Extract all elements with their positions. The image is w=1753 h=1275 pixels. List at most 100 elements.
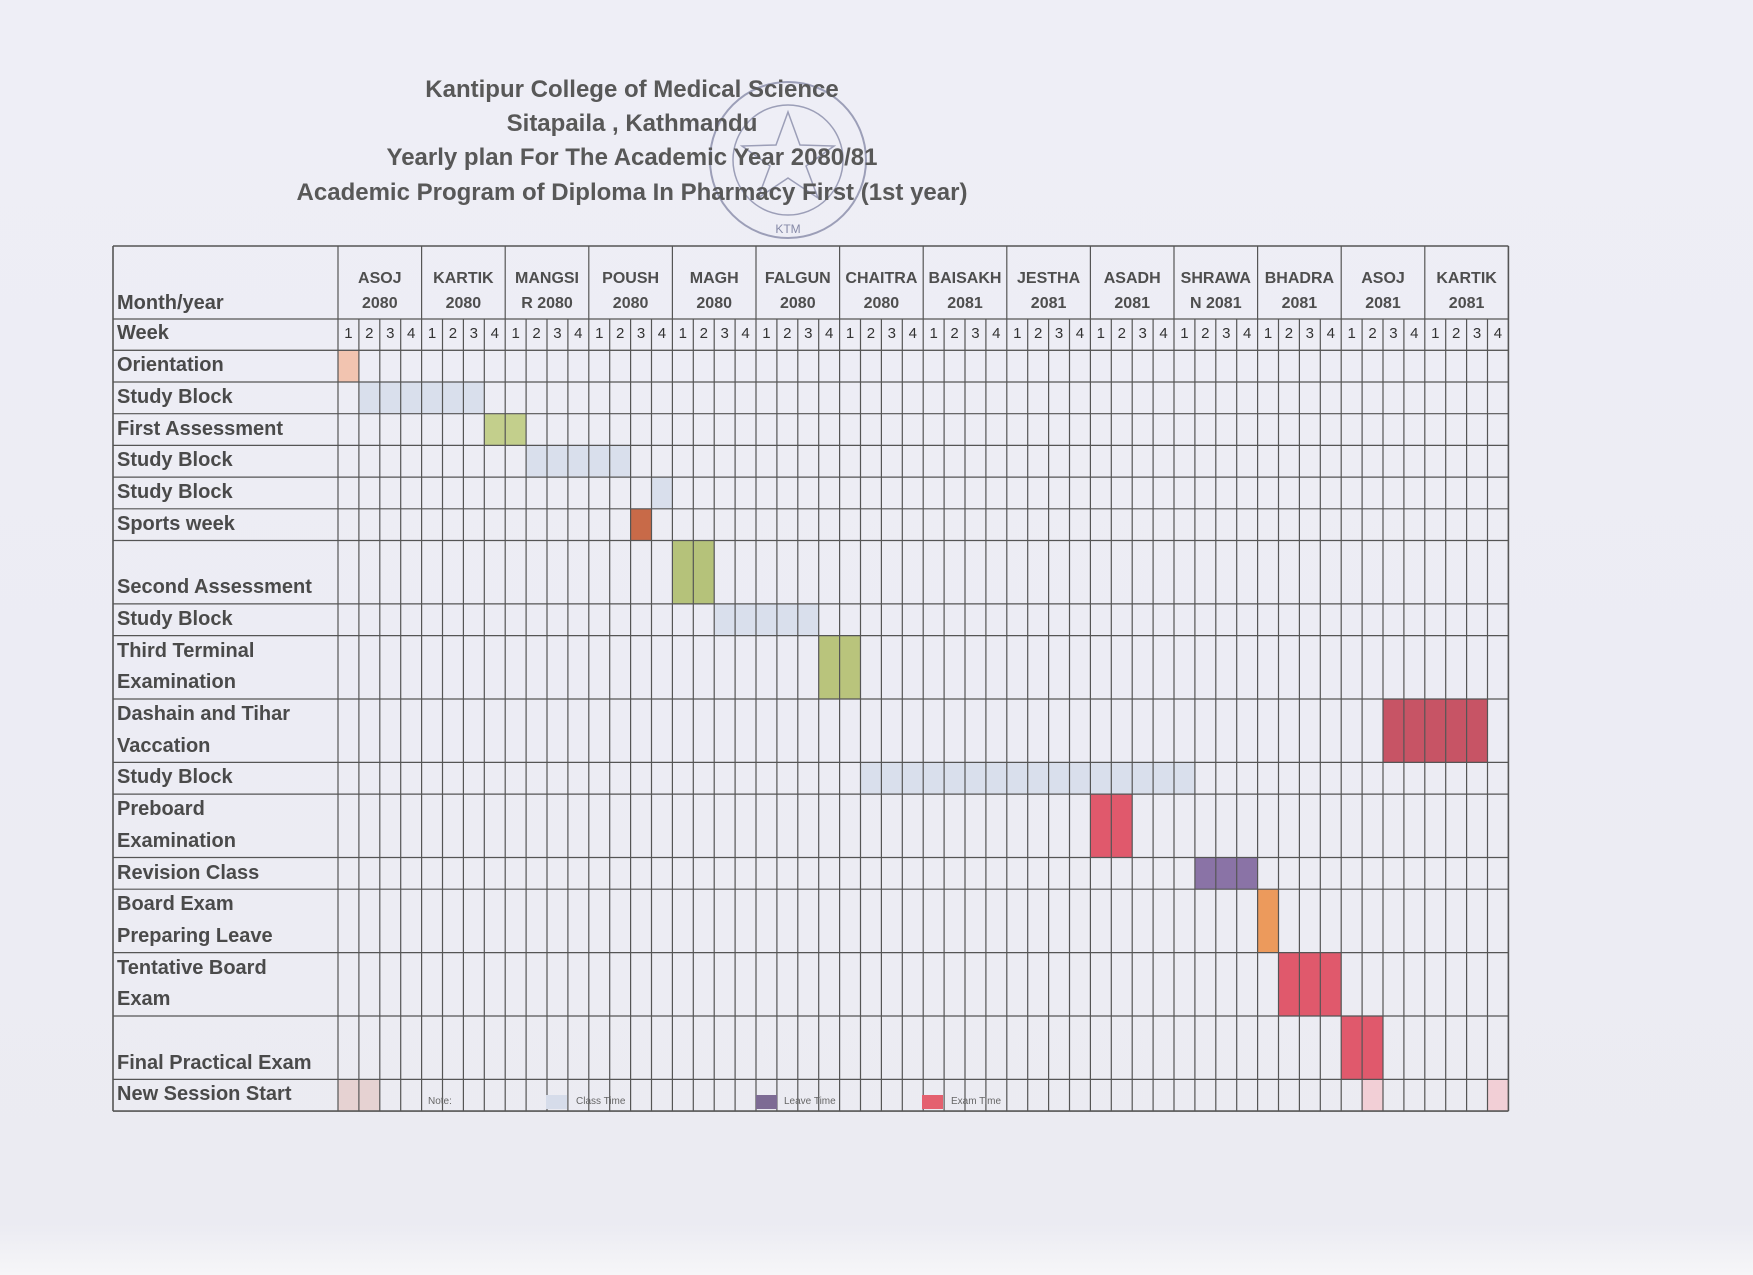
month-label: MANGSI — [515, 270, 579, 287]
week-number: 3 — [553, 325, 562, 342]
month-label: BHADRA — [1264, 270, 1335, 287]
week-number: 1 — [344, 325, 353, 342]
row-label: Study Block — [117, 607, 233, 630]
week-number: 4 — [1159, 325, 1168, 342]
month-label: 2080 — [612, 295, 649, 312]
row-label: Final Practical Exam — [117, 1051, 312, 1074]
month-label: ASOJ — [358, 270, 402, 287]
row-label: Study Block — [117, 766, 233, 789]
week-number: 3 — [720, 325, 729, 342]
week-number: 1 — [929, 325, 938, 342]
week-number: 2 — [1033, 325, 1043, 342]
month-label: MAGH — [689, 270, 739, 287]
legend-swatch — [756, 1095, 777, 1109]
month-label: 2081 — [1448, 295, 1485, 312]
month-label: 2081 — [1365, 295, 1401, 312]
row-label: Vaccation — [117, 734, 211, 757]
row-label: Dashain and Tihar — [117, 703, 291, 725]
legend-swatch — [922, 1095, 943, 1109]
stamp-text: KTM — [775, 222, 800, 236]
week-number: 4 — [1493, 325, 1503, 342]
week-label: Week — [117, 322, 169, 344]
row-label: Study Block — [117, 481, 233, 504]
week-number: 1 — [511, 325, 520, 342]
week-number: 1 — [762, 325, 771, 342]
row-label: Second Assessment — [117, 576, 312, 599]
week-number: 1 — [427, 325, 437, 342]
month-label: SHRAWA — [1180, 270, 1251, 287]
month-label: 2080 — [780, 295, 816, 312]
week-number: 3 — [469, 325, 479, 342]
week-number: 2 — [448, 325, 458, 342]
row-label: New Session Start — [117, 1083, 292, 1106]
week-number: 4 — [657, 325, 667, 342]
week-number: 4 — [1326, 325, 1335, 342]
week-number: 2 — [699, 325, 708, 342]
month-label: N 2081 — [1190, 295, 1242, 312]
month-label: 2081 — [1114, 295, 1150, 312]
week-number: 3 — [1054, 325, 1064, 342]
shaded-cell — [1487, 1079, 1509, 1112]
week-number: 2 — [866, 325, 876, 342]
week-number: 4 — [1410, 325, 1419, 342]
row-label: Preparing Leave — [117, 924, 273, 947]
legend-note: Note: — [428, 1096, 452, 1107]
week-number: 2 — [365, 325, 374, 342]
week-number: 3 — [1305, 325, 1315, 342]
week-number: 2 — [1201, 325, 1210, 342]
week-number: 2 — [1117, 325, 1126, 342]
title-line: Sitapaila , Kathmandu — [506, 110, 758, 137]
week-number: 1 — [1180, 325, 1189, 342]
month-label: 2081 — [1030, 295, 1067, 312]
shaded-cell — [338, 350, 359, 382]
legend-swatch — [546, 1095, 567, 1109]
month-label: POUSH — [602, 270, 660, 287]
shaded-cell — [1362, 1079, 1383, 1112]
month-label: ASOJ — [1361, 270, 1405, 287]
row-label: Board Exam — [117, 893, 234, 916]
shaded-cell — [1278, 952, 1342, 1016]
title-line: Kantipur College of Medical Science — [425, 76, 839, 103]
week-number: 2 — [1284, 325, 1294, 342]
shaded-cell — [1257, 889, 1279, 953]
shaded-cell — [651, 477, 673, 509]
shaded-cell — [1194, 857, 1258, 890]
row-label: Study Block — [117, 449, 233, 472]
week-number: 4 — [406, 325, 416, 342]
week-number: 3 — [804, 325, 813, 342]
week-number: 3 — [386, 325, 395, 342]
week-number: 1 — [1263, 325, 1273, 342]
week-number: 3 — [887, 325, 897, 342]
week-number: 3 — [1389, 325, 1398, 342]
month-label: 2080 — [863, 295, 900, 312]
legend-label: Leave Time — [784, 1096, 836, 1107]
week-number: 4 — [741, 325, 750, 342]
week-number: 2 — [532, 325, 541, 342]
week-number: 3 — [1138, 325, 1147, 342]
title-line: Academic Program of Diploma In Pharmacy … — [296, 179, 968, 206]
week-number: 4 — [908, 325, 917, 342]
week-number: 1 — [1347, 325, 1356, 342]
week-number: 1 — [845, 325, 855, 342]
month-label: BAISAKH — [928, 270, 1002, 287]
week-number: 1 — [1096, 325, 1106, 342]
month-label: 2081 — [1281, 295, 1318, 312]
row-label: Third Terminal — [117, 639, 255, 662]
week-number: 3 — [971, 325, 980, 342]
month-label: JESTHA — [1017, 270, 1081, 287]
week-number: 4 — [992, 325, 1001, 342]
week-number: 2 — [615, 325, 625, 342]
month-label: CHAITRA — [845, 270, 918, 287]
week-number: 2 — [783, 325, 792, 342]
row-label: Study Block — [117, 386, 233, 408]
row-label: Sports week — [117, 512, 235, 535]
stamp — [709, 81, 867, 239]
week-number: 3 — [1222, 325, 1231, 342]
month-label: 2080 — [362, 295, 398, 312]
week-number: 4 — [1242, 325, 1252, 342]
corner-label: Month/year — [117, 292, 224, 314]
week-number: 4 — [574, 325, 583, 342]
row-label: Tentative Board — [117, 956, 267, 979]
